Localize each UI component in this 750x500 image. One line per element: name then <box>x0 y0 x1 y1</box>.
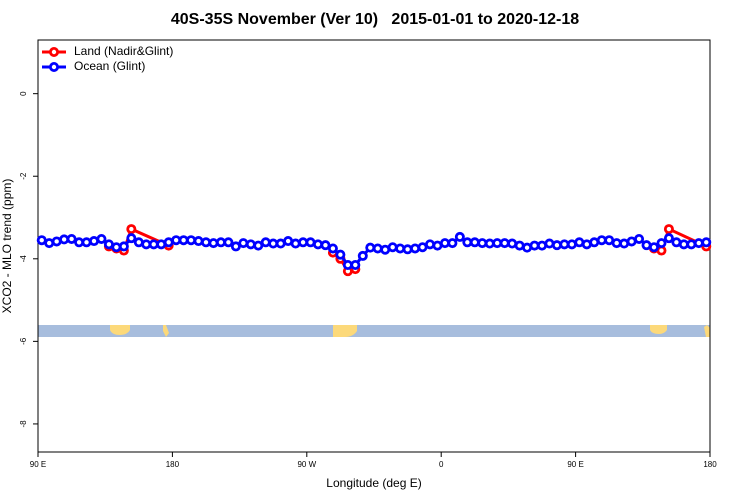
data-point <box>111 242 122 253</box>
data-point <box>551 240 562 251</box>
data-point <box>357 250 368 261</box>
x-tick-label: 180 <box>166 460 180 469</box>
data-point <box>656 238 667 249</box>
data-point <box>81 237 92 248</box>
data-point <box>365 242 376 253</box>
ocean-band <box>38 325 710 337</box>
data-point <box>387 242 398 253</box>
data-point <box>253 240 264 251</box>
y-tick-label: -2 <box>19 172 28 180</box>
x-tick-label: 90 E <box>30 460 46 469</box>
data-point <box>544 238 555 249</box>
y-tick-label: -4 <box>19 255 28 263</box>
land-blob <box>163 325 169 337</box>
data-point <box>245 239 256 250</box>
legend-label: Ocean (Glint) <box>74 59 145 73</box>
data-point <box>663 233 674 244</box>
data-point <box>402 244 413 255</box>
data-point <box>320 240 331 251</box>
data-point <box>454 231 465 242</box>
data-point <box>327 243 338 254</box>
y-axis-label: XCO2 - MLO trend (ppm) <box>0 179 14 314</box>
data-point <box>96 233 107 244</box>
data-point <box>223 237 234 248</box>
data-point <box>469 237 480 248</box>
data-point <box>424 239 435 250</box>
data-point <box>230 241 241 252</box>
y-tick-label: 0 <box>19 91 28 96</box>
land-blob <box>650 325 667 334</box>
land-blob <box>704 325 710 337</box>
data-point <box>193 236 204 247</box>
data-point <box>126 233 137 244</box>
x-tick-label: 0 <box>439 460 444 469</box>
x-tick-label: 90 E <box>567 460 583 469</box>
x-tick-label: 90 W <box>297 460 316 469</box>
data-point <box>410 243 421 254</box>
data-point <box>649 242 660 253</box>
data-point <box>118 241 129 252</box>
x-tick-label: 180 <box>703 460 717 469</box>
data-point <box>44 238 55 249</box>
data-point <box>260 237 271 248</box>
data-point <box>663 224 674 235</box>
land-blob <box>110 325 130 335</box>
land-blob <box>333 325 357 337</box>
y-tick-label: -6 <box>19 337 28 345</box>
data-point <box>186 235 197 246</box>
data-point <box>693 238 704 249</box>
data-point <box>701 237 712 248</box>
legend-marker <box>49 62 60 73</box>
data-point <box>335 249 346 260</box>
data-point <box>66 233 77 244</box>
data-point <box>372 243 383 254</box>
data-point <box>312 239 323 250</box>
y-tick-label: -8 <box>19 420 28 428</box>
data-point <box>126 224 137 235</box>
x-axis-label: Longitude (deg E) <box>326 476 421 490</box>
data-point <box>200 237 211 248</box>
legend-label: Land (Nadir&Glint) <box>74 44 173 58</box>
map-strip <box>38 325 710 337</box>
chart-title: 40S-35S November (Ver 10) 2015-01-01 to … <box>171 11 579 28</box>
data-point <box>290 238 301 249</box>
legend-marker <box>49 47 60 58</box>
data-point <box>395 243 406 254</box>
data-point <box>350 259 361 270</box>
data-point <box>686 239 697 250</box>
data-point <box>238 238 249 249</box>
data-point <box>447 238 458 249</box>
data-point <box>634 233 645 244</box>
data-point <box>208 238 219 249</box>
